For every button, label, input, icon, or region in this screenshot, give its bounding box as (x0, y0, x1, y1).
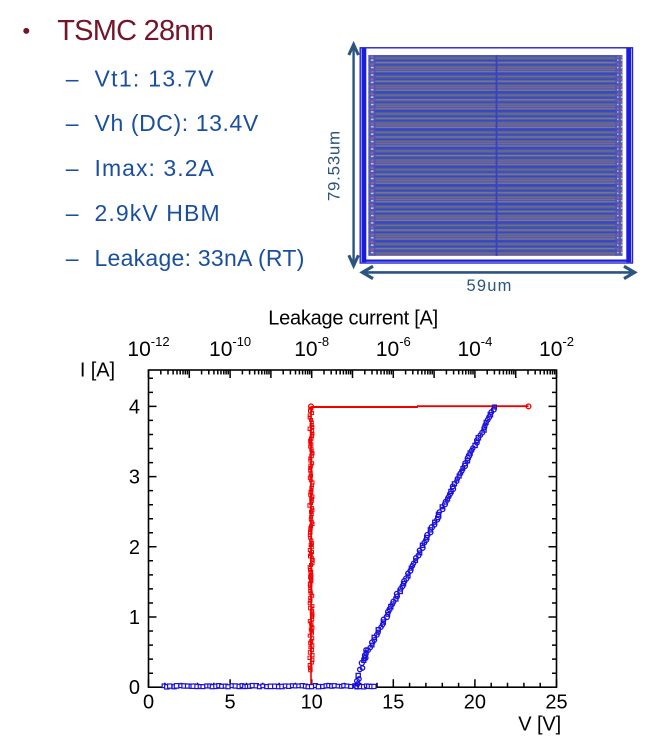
svg-text:–: – (66, 200, 79, 226)
svg-text:10-10: 10-10 (209, 334, 251, 361)
svg-text:10-12: 10-12 (127, 334, 169, 361)
svg-text:–: – (66, 66, 79, 92)
svg-text:2.9kV HBM: 2.9kV HBM (95, 200, 221, 226)
svg-text:TSMC 28nm: TSMC 28nm (57, 15, 213, 47)
svg-text:0: 0 (143, 692, 154, 714)
svg-text:Leakage: 33nA (RT): Leakage: 33nA (RT) (95, 245, 305, 271)
svg-text:V [V]: V [V] (518, 714, 561, 736)
svg-text:–: – (66, 110, 79, 136)
svg-text:Vh (DC): 13.4V: Vh (DC): 13.4V (95, 110, 259, 136)
svg-text:4: 4 (129, 396, 140, 418)
svg-text:–: – (66, 245, 79, 271)
svg-text:10-8: 10-8 (294, 334, 329, 361)
svg-text:20: 20 (464, 692, 486, 714)
svg-text:79.53um: 79.53um (324, 130, 343, 201)
svg-text:1: 1 (129, 607, 140, 629)
svg-text:3: 3 (129, 467, 140, 489)
svg-text:0: 0 (129, 677, 140, 699)
svg-text:I [A]: I [A] (80, 360, 115, 382)
svg-text:10-2: 10-2 (539, 334, 574, 361)
svg-text:2: 2 (129, 537, 140, 559)
svg-text:10-4: 10-4 (457, 334, 492, 361)
svg-text:25: 25 (545, 692, 567, 714)
svg-text:10-6: 10-6 (376, 334, 411, 361)
svg-text:5: 5 (225, 692, 236, 714)
svg-text:Imax: 3.2A: Imax: 3.2A (95, 155, 215, 181)
svg-text:Vt1: 13.7V: Vt1: 13.7V (95, 66, 215, 92)
svg-text:10: 10 (301, 692, 323, 714)
svg-text:59um: 59um (466, 277, 512, 295)
svg-text:15: 15 (382, 692, 404, 714)
svg-text:Leakage current [A]: Leakage current [A] (268, 308, 438, 330)
svg-text:–: – (66, 155, 79, 181)
